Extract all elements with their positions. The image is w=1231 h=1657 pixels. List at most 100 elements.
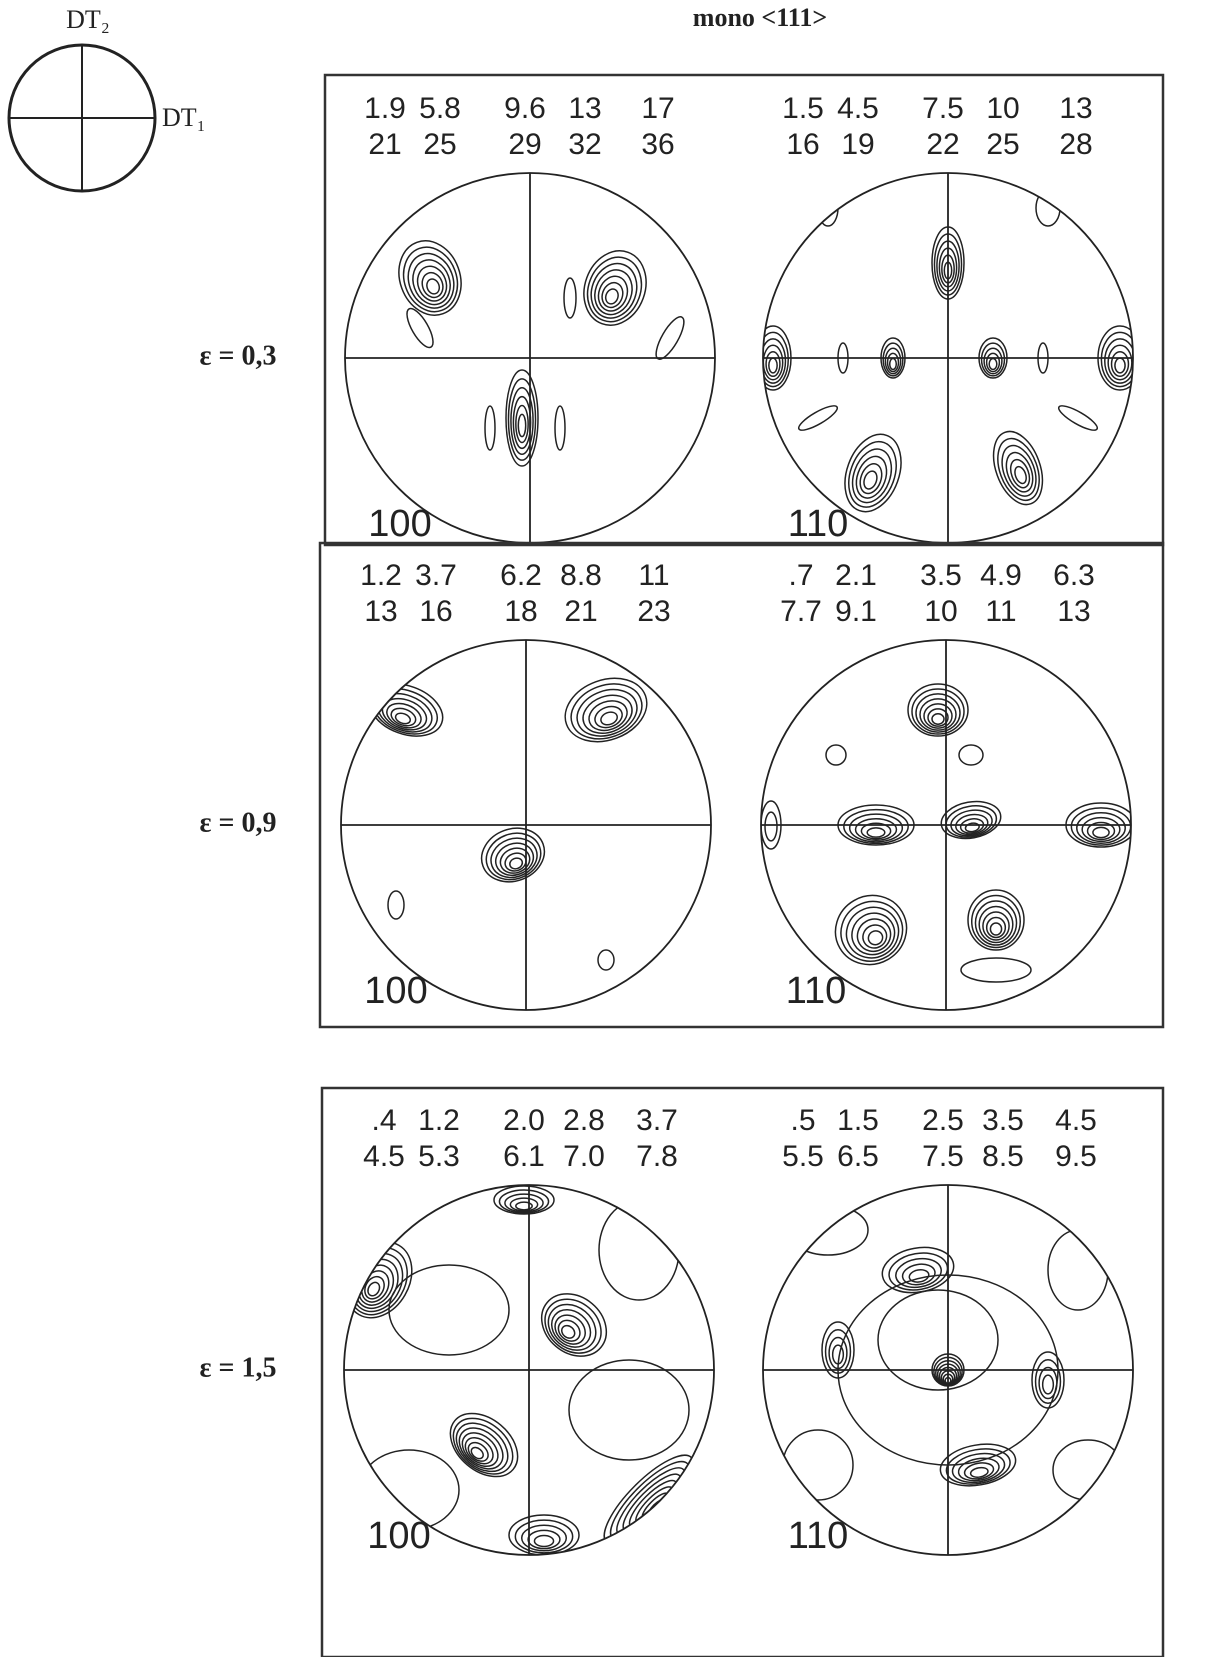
contour-level: 25 (986, 128, 1019, 161)
contour-line (480, 827, 546, 883)
contour-level: 21 (564, 595, 597, 628)
contour-line (367, 1281, 381, 1297)
contour-line (609, 1460, 691, 1542)
contour-line (856, 918, 892, 953)
contour-line (958, 744, 984, 766)
contour-line (854, 817, 898, 842)
contour-line (866, 827, 886, 838)
contour-line (517, 413, 527, 438)
contour-level: 10 (986, 92, 1019, 125)
contour-line (515, 1201, 533, 1211)
contour-line (426, 278, 441, 295)
contour-line (967, 889, 1025, 951)
contour-line (1014, 465, 1027, 485)
contour-line (1114, 357, 1126, 374)
contour-line (504, 1193, 544, 1213)
contours (782, 1204, 1124, 1501)
contour-line (597, 949, 615, 971)
contour-line (980, 342, 1006, 377)
contour-level: 28 (1059, 128, 1092, 161)
contour-line (458, 1427, 504, 1470)
contour-line (597, 275, 629, 312)
contour-line (394, 712, 411, 725)
pole-label: 110 (788, 1515, 849, 1557)
contour-line (554, 1314, 586, 1345)
pole-figure: 1.2 3.7 6.2 8.8 11 13 16 18 21 23 100 (340, 559, 712, 1012)
contour-line (594, 705, 623, 729)
contour-line (485, 832, 542, 881)
contour-level: 6.2 (500, 559, 542, 592)
contour-line (763, 331, 789, 388)
contour-level: 9.1 (835, 595, 877, 628)
contour-line (895, 1257, 942, 1289)
contours (398, 240, 685, 467)
contour-level: 5.5 (782, 1140, 824, 1173)
contour-line (882, 342, 904, 377)
contour-level: 5.3 (418, 1140, 460, 1173)
contour-line (590, 262, 638, 319)
contour-line (908, 1269, 930, 1283)
contour-line (911, 688, 965, 735)
contour-level: 6.3 (1053, 559, 1095, 592)
contour-line (509, 1197, 539, 1212)
contour-line (851, 448, 893, 504)
contour-level: 7.8 (636, 1140, 678, 1173)
contour-level: 2.8 (563, 1104, 605, 1137)
contour-line (985, 916, 1007, 939)
contour-line (508, 1514, 580, 1555)
contour-line (915, 693, 961, 733)
contour-level: 1.2 (418, 1104, 460, 1137)
contour-line (1081, 816, 1121, 843)
contour-level: 7.5 (922, 1140, 964, 1173)
contour-level: 2.0 (503, 1104, 545, 1137)
contour-level: 18 (504, 595, 537, 628)
contour-level: 13 (1059, 92, 1092, 125)
contour-line (763, 338, 787, 384)
contour-level: 6.5 (837, 1140, 879, 1173)
contour-line (1107, 344, 1133, 381)
contour-line (988, 357, 998, 371)
contour-line (1057, 405, 1099, 431)
contour-level: 5.8 (419, 92, 461, 125)
contour-line (919, 698, 957, 731)
contour-level: 7.0 (563, 1140, 605, 1173)
contour-line (402, 246, 459, 313)
contour-line (1047, 1229, 1109, 1311)
contour-level: 3.5 (982, 1104, 1024, 1137)
contour-line (923, 703, 953, 729)
contour-line (931, 713, 945, 725)
contour-line (797, 405, 839, 431)
contour-level: 21 (368, 128, 401, 161)
contour-line (509, 857, 524, 870)
contour-line (600, 711, 618, 726)
contour-line (563, 277, 577, 319)
contour-line (510, 387, 534, 455)
contour-line (622, 1473, 682, 1533)
contour-line (398, 240, 462, 316)
contour-line (963, 1462, 995, 1480)
contour-level: 19 (841, 128, 874, 161)
contour-level: 16 (419, 595, 452, 628)
reference-diagram: DT₂ DT₁ (7, 5, 206, 193)
contour-level: .4 (371, 1104, 396, 1137)
contour-line (862, 924, 888, 949)
contour-line (515, 404, 529, 444)
contour-line (863, 470, 878, 490)
contour-line (825, 744, 847, 766)
contour-line (950, 809, 993, 837)
contour-line (888, 357, 898, 371)
contour-line (582, 694, 633, 734)
contour-line (421, 271, 444, 299)
contour-line (493, 1185, 555, 1215)
contour-line (1110, 350, 1130, 378)
contour-level: 22 (926, 128, 959, 161)
contour-line (407, 252, 455, 309)
contour-line (348, 1247, 408, 1316)
contour-line (641, 1492, 670, 1521)
contour-line (1009, 458, 1031, 489)
contour-line (364, 1275, 385, 1300)
contour-line (1005, 451, 1034, 493)
contour-line (845, 906, 900, 959)
pole-label: 100 (367, 1515, 430, 1557)
